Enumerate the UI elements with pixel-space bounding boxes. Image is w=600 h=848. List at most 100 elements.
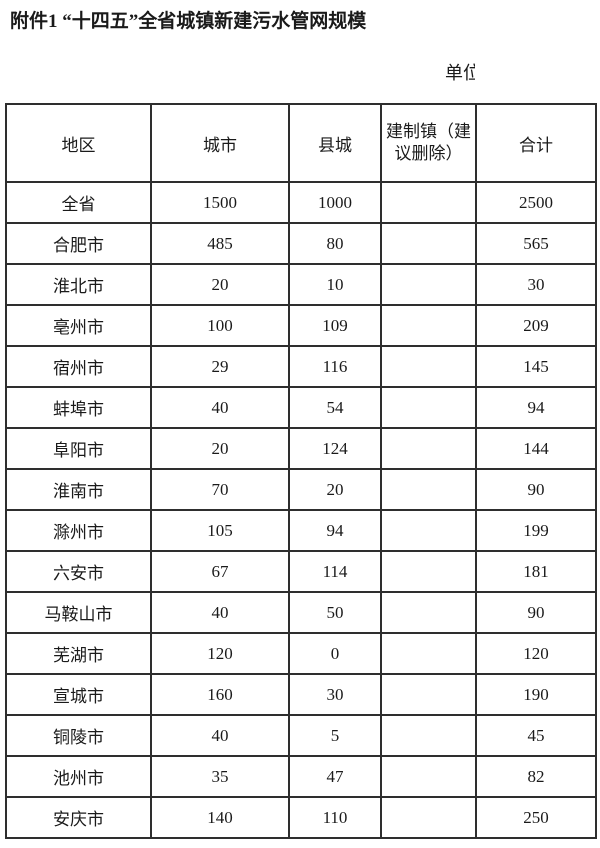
value-cell	[380, 714, 477, 757]
value-cell: 82	[475, 755, 597, 798]
value-cell: 144	[475, 427, 597, 470]
region-cell: 淮南市	[5, 468, 152, 511]
table-row: 宣城市 160 30 190	[5, 673, 597, 716]
table-row: 亳州市 100 109 209	[5, 304, 597, 347]
value-cell: 565	[475, 222, 597, 265]
value-cell: 40	[150, 714, 290, 757]
value-cell: 181	[475, 550, 597, 593]
value-cell: 209	[475, 304, 597, 347]
value-cell: 109	[288, 304, 382, 347]
value-cell: 29	[150, 345, 290, 388]
value-cell: 90	[475, 468, 597, 511]
value-cell: 124	[288, 427, 382, 470]
value-cell: 20	[150, 263, 290, 306]
value-cell: 20	[288, 468, 382, 511]
value-cell	[380, 386, 477, 429]
value-cell: 30	[475, 263, 597, 306]
table-row: 芜湖市 120 0 120	[5, 632, 597, 675]
value-cell: 30	[288, 673, 382, 716]
region-cell: 安庆市	[5, 796, 152, 839]
value-cell	[380, 304, 477, 347]
col-header-region: 地区	[5, 103, 152, 183]
page-title: 附件1 “十四五”全省城镇新建污水管网规模	[10, 11, 367, 32]
value-cell: 105	[150, 509, 290, 552]
value-cell: 94	[288, 509, 382, 552]
table-row: 蚌埠市 40 54 94	[5, 386, 597, 429]
value-cell: 250	[475, 796, 597, 839]
value-cell: 110	[288, 796, 382, 839]
value-cell	[380, 345, 477, 388]
value-cell: 5	[288, 714, 382, 757]
table-row: 淮南市 70 20 90	[5, 468, 597, 511]
region-cell: 六安市	[5, 550, 152, 593]
table-row: 合肥市 485 80 565	[5, 222, 597, 265]
region-cell: 亳州市	[5, 304, 152, 347]
value-cell: 54	[288, 386, 382, 429]
region-cell: 阜阳市	[5, 427, 152, 470]
value-cell: 120	[475, 632, 597, 675]
value-cell: 199	[475, 509, 597, 552]
value-cell: 67	[150, 550, 290, 593]
region-cell: 马鞍山市	[5, 591, 152, 634]
table-row: 六安市 67 114 181	[5, 550, 597, 593]
value-cell	[380, 591, 477, 634]
col-header-city: 城市	[150, 103, 290, 183]
col-header-county: 县城	[288, 103, 382, 183]
value-cell	[380, 427, 477, 470]
value-cell: 190	[475, 673, 597, 716]
region-cell: 池州市	[5, 755, 152, 798]
table-row: 安庆市 140 110 250	[5, 796, 597, 839]
region-cell: 宿州市	[5, 345, 152, 388]
region-cell: 淮北市	[5, 263, 152, 306]
region-cell: 宣城市	[5, 673, 152, 716]
table-row: 滁州市 105 94 199	[5, 509, 597, 552]
value-cell: 120	[150, 632, 290, 675]
value-cell: 94	[475, 386, 597, 429]
value-cell	[380, 263, 477, 306]
sewage-network-table: 地区 城市 县城 建制镇（建议删除） 合计 全省 1500 1000 2500 合肥市 4…	[5, 103, 597, 839]
table-row: 马鞍山市 40 50 90	[5, 591, 597, 634]
value-cell: 20	[150, 427, 290, 470]
value-cell: 45	[475, 714, 597, 757]
value-cell: 10	[288, 263, 382, 306]
value-cell: 40	[150, 591, 290, 634]
value-cell: 160	[150, 673, 290, 716]
value-cell: 90	[475, 591, 597, 634]
table-row: 宿州市 29 116 145	[5, 345, 597, 388]
value-cell: 114	[288, 550, 382, 593]
value-cell: 2500	[475, 181, 597, 224]
region-cell: 滁州市	[5, 509, 152, 552]
col-header-total: 合计	[475, 103, 597, 183]
value-cell	[380, 550, 477, 593]
table-row: 池州市 35 47 82	[5, 755, 597, 798]
header-row: 地区 城市 县城 建制镇（建议删除） 合计	[5, 103, 597, 183]
table-row: 阜阳市 20 124 144	[5, 427, 597, 470]
value-cell: 0	[288, 632, 382, 675]
table-row: 铜陵市 40 5 45	[5, 714, 597, 757]
value-cell: 47	[288, 755, 382, 798]
value-cell: 50	[288, 591, 382, 634]
unit-label: 单位	[445, 63, 475, 83]
value-cell	[380, 222, 477, 265]
table-body: 全省 1500 1000 2500 合肥市 485 80 565 淮北市 20 10 30 亳州市 100…	[5, 181, 597, 839]
value-cell: 40	[150, 386, 290, 429]
value-cell: 80	[288, 222, 382, 265]
region-cell: 铜陵市	[5, 714, 152, 757]
region-cell: 全省	[5, 181, 152, 224]
value-cell: 1500	[150, 181, 290, 224]
value-cell: 145	[475, 345, 597, 388]
value-cell	[380, 181, 477, 224]
value-cell: 35	[150, 755, 290, 798]
region-cell: 合肥市	[5, 222, 152, 265]
table-row: 淮北市 20 10 30	[5, 263, 597, 306]
value-cell: 70	[150, 468, 290, 511]
value-cell	[380, 755, 477, 798]
value-cell: 485	[150, 222, 290, 265]
value-cell	[380, 673, 477, 716]
value-cell	[380, 632, 477, 675]
value-cell	[380, 796, 477, 839]
value-cell	[380, 509, 477, 552]
region-cell: 芜湖市	[5, 632, 152, 675]
col-header-town: 建制镇（建议删除）	[380, 103, 477, 183]
